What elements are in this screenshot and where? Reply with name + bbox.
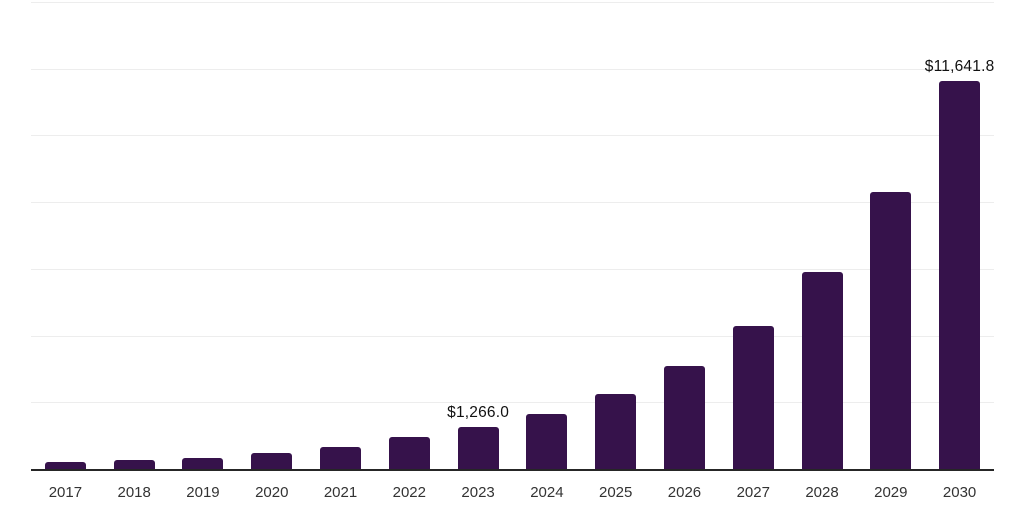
bar-2022 [388,437,430,469]
bar-2017 [44,461,86,469]
x-tick-2020: 2020 [255,484,289,501]
x-tick-2022: 2022 [392,484,426,501]
bar-2019 [182,457,224,469]
gridline-8000 [31,202,994,204]
bar-2024 [526,413,568,469]
bar-2020 [251,453,293,469]
bar-2025 [595,393,637,469]
bar-2026 [663,366,705,469]
gridline-12000 [31,68,994,70]
x-tick-2027: 2027 [736,484,770,501]
x-tick-2018: 2018 [117,484,151,501]
x-tick-2019: 2019 [186,484,220,501]
value-label-2030: $11,641.8 [924,57,995,75]
x-tick-2021: 2021 [323,484,358,501]
x-tick-2024: 2024 [530,484,564,501]
bar-2030 [939,80,981,469]
gridline-10000 [31,135,994,137]
plot-area: $1,266.0 $11,641.8 2017 2018 2019 2020 2021 202… [31,0,994,512]
x-axis-line [31,469,994,471]
x-tick-2017: 2017 [48,484,83,501]
x-tick-2025: 2025 [598,484,633,501]
x-tick-2030: 2030 [942,484,977,501]
bar-2028 [801,272,843,469]
bar-2018 [113,459,155,469]
bar-2029 [870,192,912,469]
bar-2021 [320,447,362,469]
value-label-2023: $1,266.0 [447,403,510,421]
bar-2027 [732,326,774,469]
x-tick-2023: 2023 [461,484,495,501]
x-tick-2028: 2028 [805,484,839,501]
gridline-2000 [31,402,994,404]
x-tick-2026: 2026 [667,484,702,501]
x-tick-2029: 2029 [874,484,908,501]
gridline-4000 [31,335,994,337]
gridline-14000 [31,2,994,3]
gridline-6000 [31,268,994,270]
bar-2023 [457,426,499,469]
